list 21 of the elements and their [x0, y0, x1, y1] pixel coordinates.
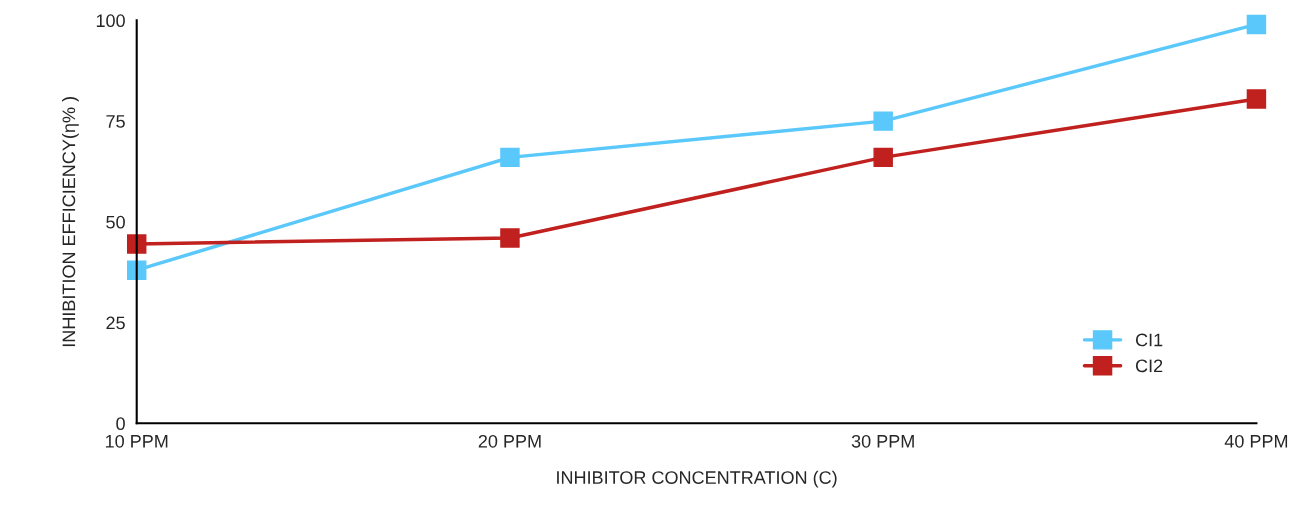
- y-tick-label: 0: [116, 417, 125, 431]
- point: [1246, 14, 1267, 35]
- legend-label: CI2: [1135, 359, 1163, 373]
- y-tick-label: 75: [106, 115, 125, 128]
- point: [873, 111, 893, 131]
- y-tick-label: 25: [106, 316, 125, 330]
- legend-label: CI1: [1135, 333, 1163, 347]
- point: [1246, 89, 1267, 109]
- x-tick-label: 40 PPM: [1224, 434, 1288, 448]
- point: [500, 147, 520, 168]
- point: [873, 147, 893, 168]
- y-tick-label: 50: [106, 215, 125, 229]
- x-tick-label: 20 PPM: [478, 434, 541, 448]
- point: [126, 234, 147, 254]
- x-tick-label: 10 PPM: [105, 434, 168, 448]
- point: [500, 228, 520, 248]
- y-axis-title: INHIBITION EFFICIENCY(η% ): [61, 97, 79, 347]
- x-tick-label: 30 PPM: [851, 434, 914, 448]
- y-tick-label: 100: [96, 14, 125, 28]
- x-axis-title: INHIBITOR CONCENTRATION (C): [557, 470, 837, 488]
- point: [126, 260, 147, 280]
